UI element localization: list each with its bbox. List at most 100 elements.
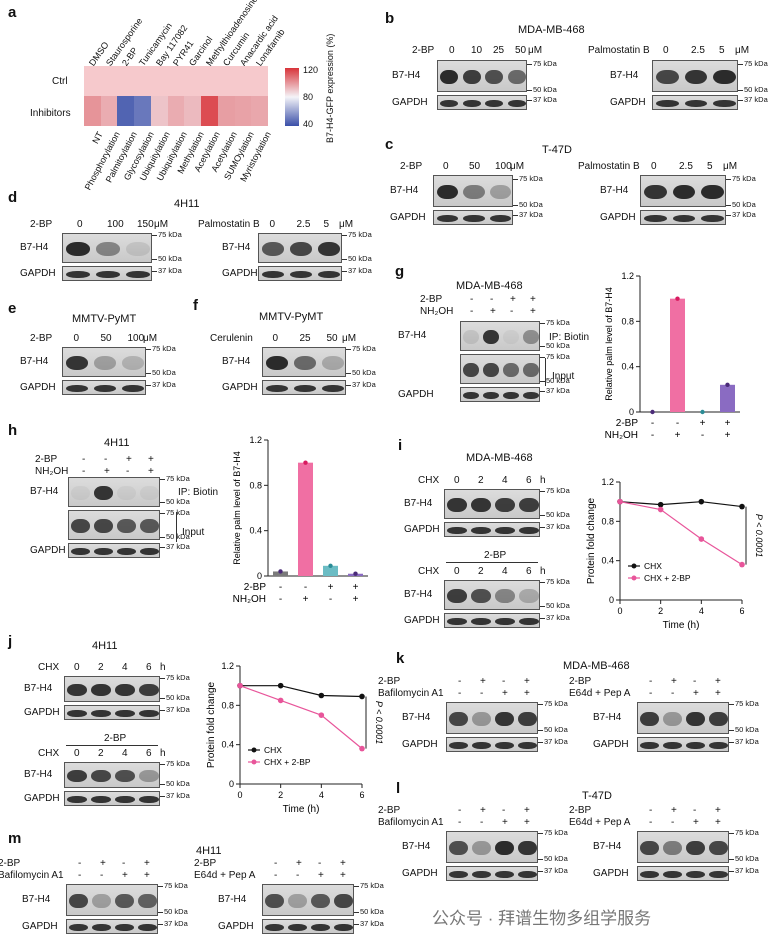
panel-i-chart: 0 0.4 0.8 1.2 0 2 4 6 Time (h) Protein fold chang… <box>586 477 764 631</box>
marker-label: 75 kDa <box>533 59 557 68</box>
x-row-label: 2-BP <box>244 582 267 593</box>
condition-sign: + <box>715 676 721 687</box>
heatmap-cell <box>184 66 202 96</box>
band <box>69 893 88 909</box>
band <box>472 871 491 878</box>
panel-g-chart: 0 0.4 0.8 1.2 Relative palm level of B7-H4 2-… <box>604 271 740 441</box>
marker-tick <box>146 349 151 350</box>
row-label: B7-H4 <box>398 330 427 341</box>
condition-sign: - <box>104 454 108 465</box>
band <box>139 796 159 803</box>
marker-label: 50 kDa <box>544 725 568 734</box>
unit-label: μM <box>143 333 158 344</box>
band <box>115 924 134 931</box>
marker-label: 37 kDa <box>166 791 190 800</box>
blot-b7h4 <box>437 60 527 92</box>
bar <box>273 571 288 576</box>
condition-label: 2-BP <box>194 858 217 869</box>
condition-sign: + <box>340 858 346 869</box>
x-tick-label: 4 <box>319 790 324 800</box>
marker-tick <box>152 259 157 260</box>
marker-tick <box>160 513 165 514</box>
marker-label: 50 kDa <box>546 601 570 610</box>
marker-label: 50 kDa <box>735 854 759 863</box>
marker-tick <box>540 527 545 528</box>
band <box>289 242 313 256</box>
marker-tick <box>538 859 543 860</box>
row-label: B7-H4 <box>222 356 251 367</box>
band <box>495 498 515 512</box>
band <box>462 69 481 85</box>
blot-b7h4 <box>262 884 354 916</box>
band <box>265 924 284 931</box>
band <box>311 924 330 931</box>
condition-sign: + <box>671 805 677 816</box>
unit-label: h <box>540 475 546 486</box>
y-tick-label: 0.8 <box>221 700 234 710</box>
condition-sign: - <box>274 858 278 869</box>
marker-label: 50 kDa <box>158 254 182 263</box>
marker-label: 37 kDa <box>544 866 568 875</box>
heatmap-cell <box>100 96 118 126</box>
condition-sign: + <box>126 454 132 465</box>
band <box>289 271 313 278</box>
heatmap-grid <box>84 66 268 126</box>
marker-tick <box>346 373 351 374</box>
row-label: GAPDH <box>593 738 629 750</box>
band <box>713 69 737 85</box>
band <box>672 184 696 200</box>
marker-tick <box>726 215 731 216</box>
band <box>93 356 117 370</box>
band <box>640 742 659 749</box>
dose-label: 150 <box>137 219 154 230</box>
band <box>321 356 345 370</box>
band <box>288 893 307 909</box>
condition-label: 2-BP <box>378 805 401 816</box>
dose-label: 2.5 <box>691 45 705 56</box>
blot-b7h4 <box>637 702 729 734</box>
condition-sign: + <box>340 870 346 881</box>
data-point <box>675 296 680 301</box>
marker-tick <box>158 912 163 913</box>
marker-tick <box>729 730 734 731</box>
marker-tick <box>538 704 543 705</box>
marker-tick <box>738 90 743 91</box>
dose-label: 0 <box>74 662 80 673</box>
band <box>96 242 120 256</box>
marker-label: 37 kDa <box>533 95 557 104</box>
dose-label: 50 <box>326 333 338 344</box>
marker-tick <box>729 833 734 834</box>
band <box>471 589 491 603</box>
band <box>449 742 468 749</box>
treatment-label: 2-BP <box>412 45 435 56</box>
condition-sign: + <box>530 294 536 305</box>
condition-sign: - <box>82 466 86 477</box>
condition-label: 2-BP <box>0 858 21 869</box>
row-label: B7-H4 <box>404 498 433 509</box>
heatmap-cell <box>150 96 168 126</box>
condition-label: 2-BP <box>35 454 58 465</box>
marker-label: 50 kDa <box>166 532 190 541</box>
condition-sign: - <box>502 676 506 687</box>
panel-l-title: T-47D <box>582 790 612 802</box>
row-label: B7-H4 <box>402 841 431 852</box>
blot-gapdh <box>652 95 738 110</box>
treatment-label: CHX <box>418 475 440 486</box>
colorbar-tick: 80 <box>303 92 314 102</box>
condition-label: Bafilomycin A1 <box>378 688 444 699</box>
panel-letter-a: a <box>8 4 17 21</box>
marker-tick <box>152 235 157 236</box>
band <box>640 840 659 856</box>
heatmap-cell <box>184 96 202 126</box>
band <box>67 684 87 696</box>
band <box>67 796 87 803</box>
band <box>640 871 659 878</box>
condition-sign: - <box>649 817 653 828</box>
condition-label: E64d + Pep A <box>569 688 631 699</box>
heatmap-cell <box>234 96 252 126</box>
condition-sign: + <box>510 294 516 305</box>
band <box>265 893 284 909</box>
blot-gapdh <box>444 522 540 537</box>
band <box>519 618 539 625</box>
condition-sign: + <box>318 870 324 881</box>
